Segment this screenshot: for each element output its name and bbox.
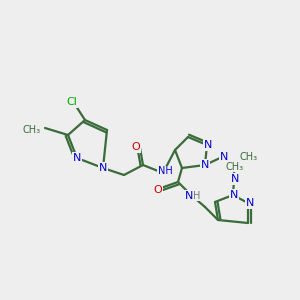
- Text: N: N: [73, 153, 81, 163]
- Text: CH₃: CH₃: [226, 162, 244, 172]
- Text: N: N: [231, 174, 239, 184]
- Text: N: N: [246, 198, 254, 208]
- Text: N: N: [99, 163, 107, 173]
- Text: N: N: [220, 152, 228, 162]
- Text: N: N: [204, 140, 212, 150]
- Text: CH₃: CH₃: [240, 152, 258, 162]
- Text: N: N: [230, 190, 238, 200]
- Text: NH: NH: [158, 166, 172, 176]
- Text: H: H: [193, 191, 201, 201]
- Text: N: N: [185, 191, 193, 201]
- Text: Cl: Cl: [67, 97, 77, 107]
- Text: CH₃: CH₃: [23, 125, 41, 135]
- Text: N: N: [201, 160, 209, 170]
- Text: O: O: [154, 185, 162, 195]
- Text: O: O: [132, 142, 140, 152]
